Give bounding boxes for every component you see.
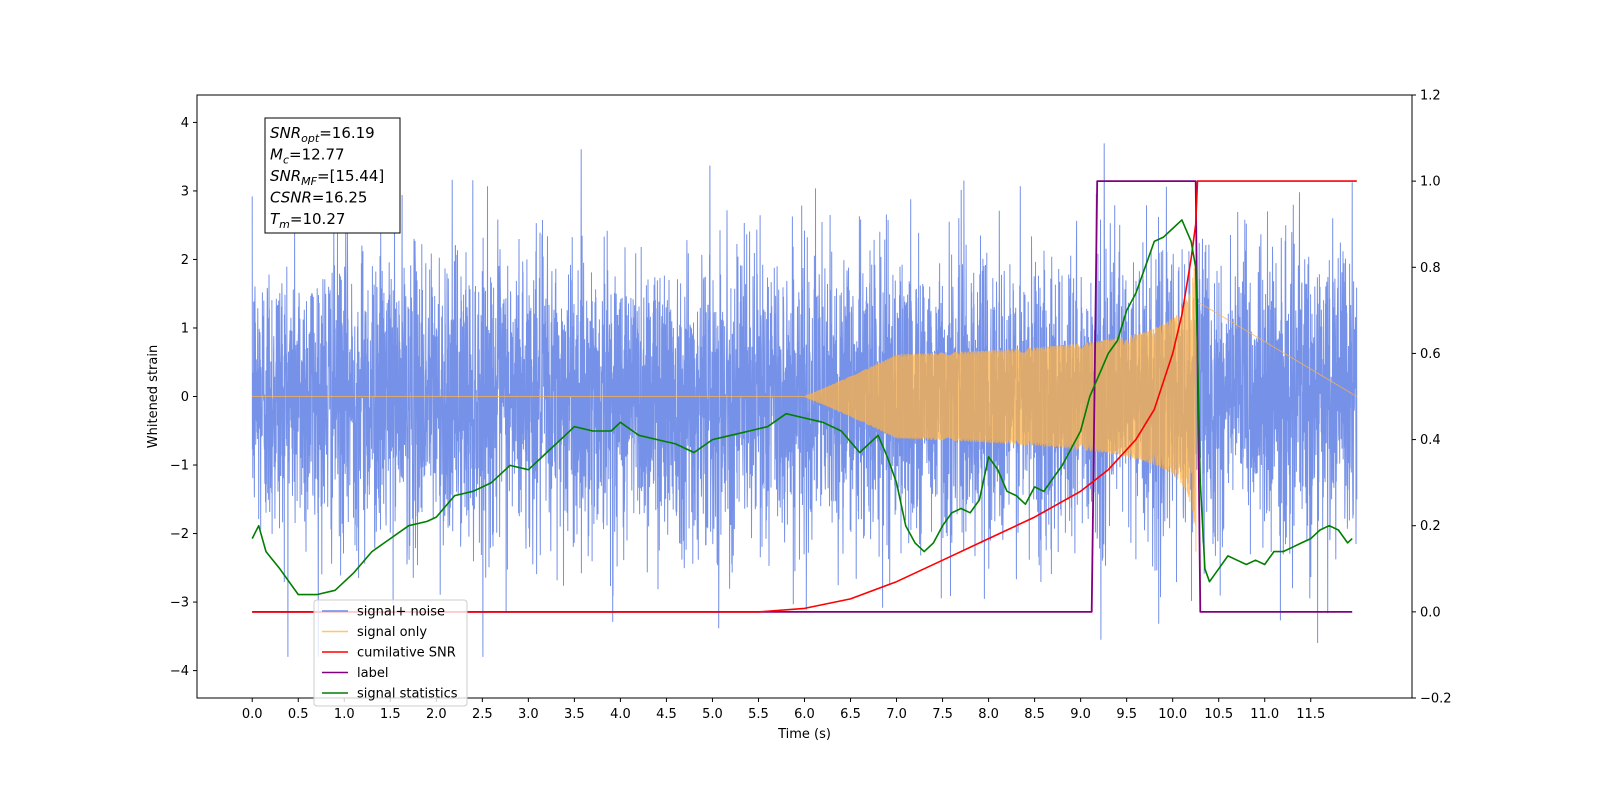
x-tick-label: 1.5: [380, 707, 401, 722]
info-line: Mc=12.77: [270, 146, 345, 167]
x-tick-label: 7.5: [932, 707, 953, 722]
x-tick-label: 6.0: [794, 707, 815, 722]
x-tick-label: 2.5: [472, 707, 493, 722]
info-line: CSNR=16.25: [270, 189, 367, 207]
y-right-tick-label: 0.0: [1420, 605, 1441, 620]
x-axis: 0.0 0.5 1.0 1.5 2.0 2.5 3.0 3.5 4.0 4.5 5.0 5.5 6.0 6…: [242, 698, 1325, 722]
y-right-tick-label: −0.2: [1420, 692, 1452, 707]
y-left-tick-label: 4: [181, 116, 189, 131]
info-line: Tm=10.27: [270, 210, 345, 231]
y-left-tick-label: −3: [170, 596, 189, 611]
series-label: [252, 180, 1353, 613]
x-tick-label: 9.5: [1116, 707, 1137, 722]
x-tick-label: 1.0: [334, 707, 355, 722]
y-right-tick-label: 0.4: [1420, 433, 1441, 448]
x-axis-label: Time (s): [777, 727, 831, 742]
legend-entry: signal+ noise: [357, 605, 445, 620]
y-left-tick-label: −4: [170, 664, 189, 679]
info-annotation-box: SNRopt=16.19Mc=12.77SNRMF=[15.44]CSNR=16…: [264, 117, 401, 234]
x-tick-label: 6.5: [840, 707, 861, 722]
series-signal-statistics: [251, 219, 1353, 596]
x-tick-label: 3.0: [518, 707, 539, 722]
y-axis-left: −4 −3 −2 −1 0 1 2 3 4: [170, 116, 197, 679]
x-tick-label: 0.0: [242, 707, 263, 722]
x-tick-label: 11.5: [1296, 707, 1325, 722]
y-left-tick-label: −1: [170, 459, 189, 474]
x-tick-label: 4.5: [656, 707, 677, 722]
y-axis-right: −0.2 0.0 0.2 0.4 0.6 0.8 1.0 1.2: [1412, 89, 1452, 707]
y-left-tick-label: 1: [181, 321, 189, 336]
x-tick-label: 4.0: [610, 707, 631, 722]
legend-entry: signal only: [357, 625, 427, 640]
legend-entry: signal statistics: [357, 687, 458, 702]
series-signal-only: [252, 241, 1358, 552]
y-right-tick-label: 0.8: [1420, 261, 1441, 276]
info-box-frame: [264, 117, 401, 234]
x-tick-label: 7.0: [886, 707, 907, 722]
legend: signal+ noise signal only cumilative SNR la…: [313, 599, 468, 707]
y-left-tick-label: −2: [170, 527, 189, 542]
info-line: SNRMF=[15.44]: [270, 167, 384, 188]
x-tick-label: 2.0: [426, 707, 447, 722]
x-tick-label: 5.5: [748, 707, 769, 722]
y-right-tick-label: 0.2: [1420, 519, 1441, 534]
x-tick-label: 3.5: [564, 707, 585, 722]
y-left-tick-label: 0: [181, 390, 189, 405]
legend-frame: [313, 599, 468, 707]
y-axis-label: Whitened strain: [146, 345, 161, 448]
y-left-tick-label: 2: [181, 253, 189, 268]
y-left-tick-label: 3: [181, 184, 189, 199]
legend-entry: cumilative SNR: [357, 646, 456, 661]
x-tick-label: 10.0: [1158, 707, 1187, 722]
x-tick-label: 11.0: [1250, 707, 1279, 722]
y-right-tick-label: 1.0: [1420, 175, 1441, 190]
legend-entry: label: [357, 666, 388, 681]
x-tick-label: 5.0: [702, 707, 723, 722]
x-tick-label: 10.5: [1204, 707, 1233, 722]
y-right-tick-label: 0.6: [1420, 347, 1441, 362]
x-tick-label: 8.0: [978, 707, 999, 722]
plot-area: [251, 143, 1358, 657]
series-cumulative-snr: [252, 180, 1357, 613]
x-tick-label: 0.5: [288, 707, 309, 722]
x-tick-label: 9.0: [1070, 707, 1091, 722]
y-right-tick-label: 1.2: [1420, 89, 1441, 104]
info-line: SNRopt=16.19: [270, 124, 375, 145]
x-tick-label: 8.5: [1024, 707, 1045, 722]
